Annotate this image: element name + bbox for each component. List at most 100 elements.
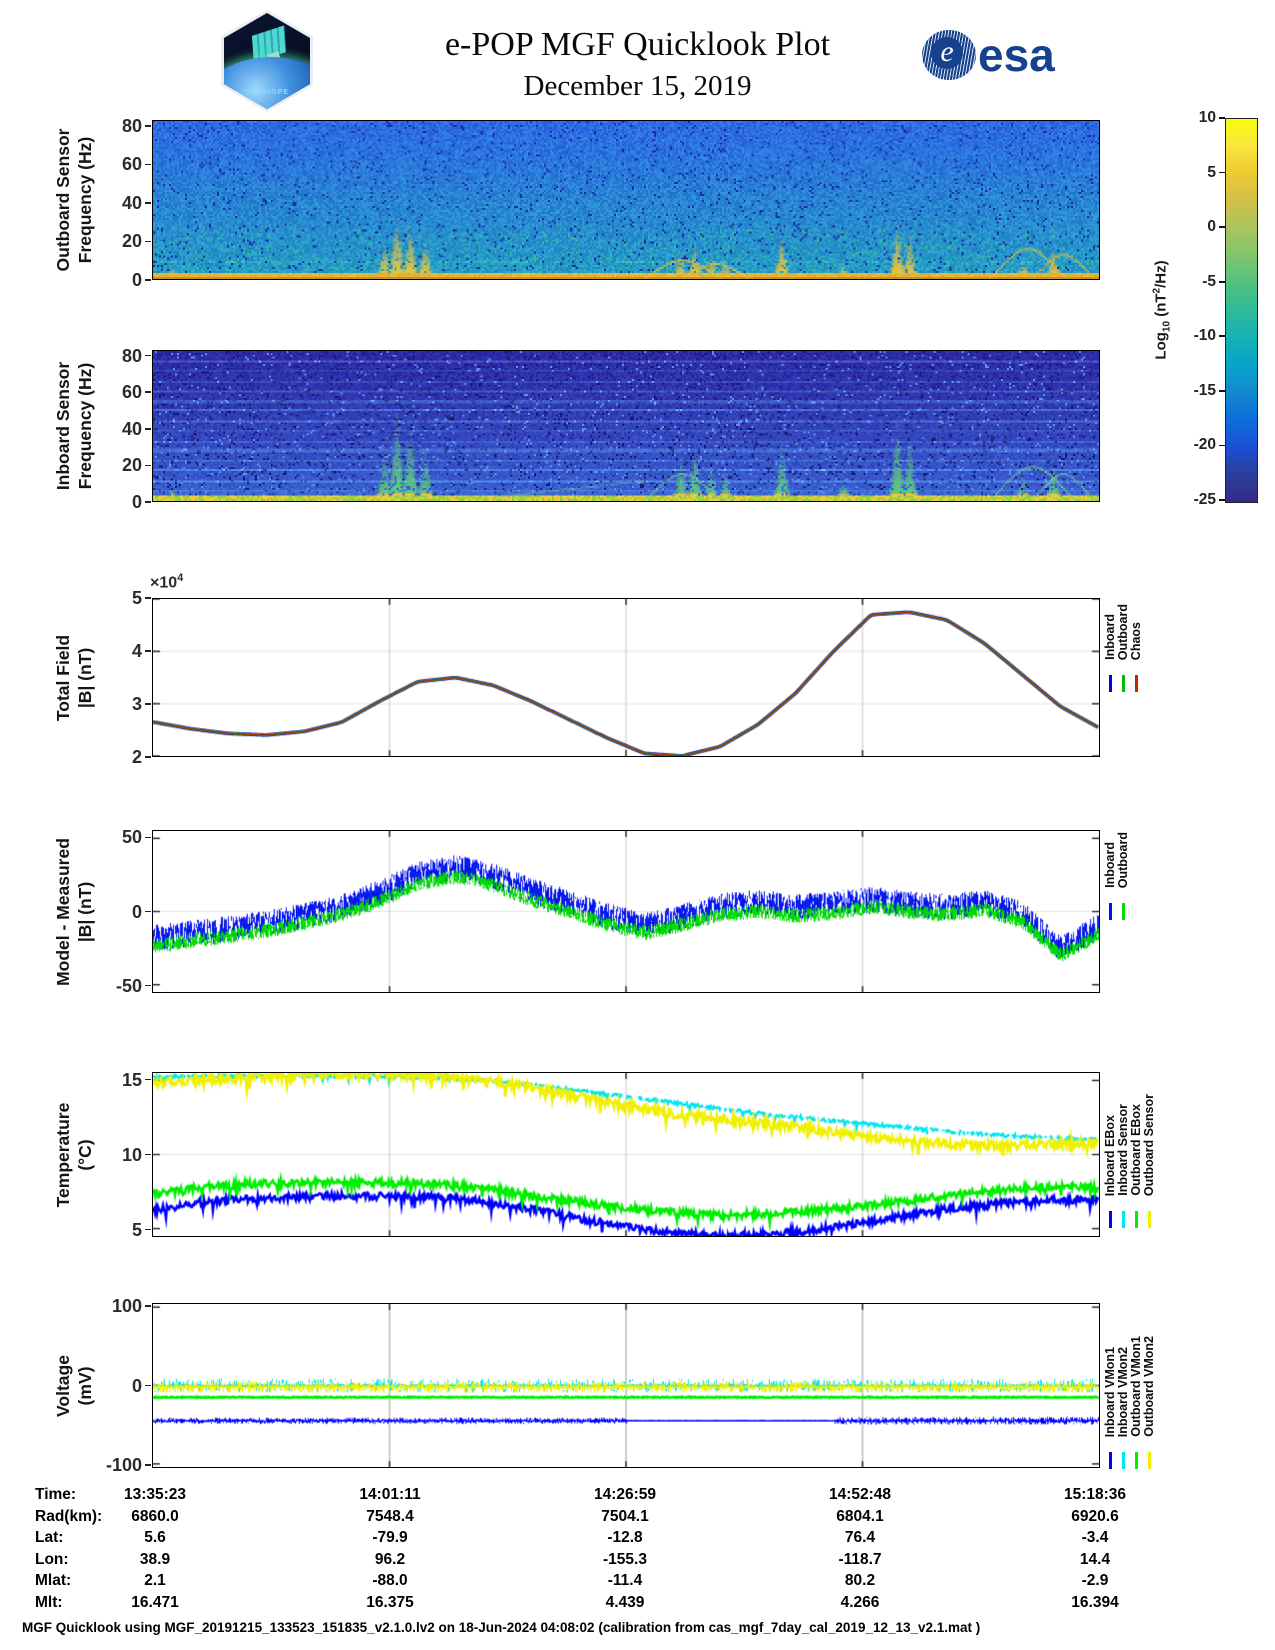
legend-entry: Outboard VMon1 — [1129, 1277, 1143, 1469]
ytick-label: 5 — [131, 588, 142, 608]
panel-model-minus-measured: Model - Measured |B| (nT) -50 0 50 Inboard Out… — [0, 827, 1275, 995]
ephemeris-row-label: Rad(km): — [35, 1507, 103, 1525]
ytick-label: 0 — [131, 1375, 142, 1396]
ytick-label: 0 — [131, 492, 142, 512]
legend-label: Outboard VMon2 — [1142, 1336, 1157, 1437]
plot-box-model-minus-measured — [152, 830, 1100, 993]
ytick-label: 0 — [131, 901, 142, 922]
ephemeris-value: 38.9 — [139, 1550, 171, 1568]
esa-e-icon: e — [931, 37, 963, 69]
colorbar-tick-label: -10 — [1193, 327, 1216, 345]
panel-voltage: Voltage (mV) -100 0 100 Inboard VMon1 Inboard … — [0, 1296, 1275, 1475]
plot-canvas-inboard-spectrogram — [153, 351, 1099, 501]
ytick-mark — [145, 240, 151, 243]
ytick-mark — [145, 756, 151, 758]
ephemeris-value: -88.0 — [372, 1572, 408, 1590]
colorbar-tick-label: -5 — [1202, 272, 1216, 290]
ephemeris-value: 6860.0 — [131, 1507, 179, 1525]
ephemeris-value: 6804.1 — [836, 1507, 884, 1525]
ephemeris-value: 96.2 — [374, 1550, 406, 1568]
ephemeris-row: Lat: 5.6 -79.9 -12.8 76.4 -3.4 — [0, 1529, 1275, 1550]
ephemeris-value: 7504.1 — [601, 1507, 649, 1525]
legend-label: Chaos — [1129, 621, 1144, 660]
colorbar-tick-label: 10 — [1198, 109, 1216, 126]
legend-swatch — [1147, 1211, 1152, 1228]
plot-box-inboard-spectrogram — [152, 350, 1100, 502]
ephemeris-value: 4.439 — [605, 1594, 645, 1611]
ytick-label: 2 — [131, 747, 142, 767]
legend-label: Outboard — [1116, 831, 1131, 888]
ephemeris-value: -155.3 — [603, 1550, 647, 1568]
ytick-label: 0 — [131, 270, 142, 290]
ephemeris-row: Lon: 38.9 96.2 -155.3 -118.7 14.4 — [0, 1551, 1275, 1572]
ytick-mark — [145, 163, 151, 166]
ytick-label: 40 — [121, 418, 142, 439]
legend-label: Outboard EBox — [1129, 1104, 1144, 1196]
plot-box-total-field — [152, 598, 1100, 757]
legend-entry: Inboard — [1103, 728, 1118, 920]
axis-label-line: Voltage — [53, 1354, 73, 1417]
ytick-mark — [145, 202, 151, 204]
axis-label-line: Total Field — [53, 634, 73, 721]
axis-label-line: Temperature — [53, 1102, 73, 1207]
colorbar-gradient — [1225, 118, 1258, 503]
ytick-mark — [145, 501, 151, 503]
ytick-mark — [145, 703, 151, 705]
ephemeris-value: 80.2 — [844, 1572, 876, 1590]
ephemeris-row: Time: 13:35:23 14:01:11 14:26:59 14:52:48 15:… — [0, 1486, 1275, 1507]
legend-entry: Inboard Sensor — [1116, 1036, 1130, 1228]
axis-label-temperature: Temperature (°C) — [52, 1102, 96, 1207]
ytick-mark — [145, 650, 151, 652]
ephemeris-value: 6920.6 — [1071, 1507, 1119, 1525]
ytick-label: 15 — [121, 1069, 142, 1090]
ytick-mark — [145, 1153, 151, 1156]
colorbar-tick-mark — [1219, 499, 1225, 501]
panel-inboard-spectrogram: Inboard Sensor Frequency (Hz) 0 20 40 60 80 — [0, 346, 1275, 512]
legend-label: Inboard VMon2 — [1116, 1346, 1131, 1437]
header: e-POP MGF Quicklook Plot December 15, 20… — [0, 26, 1275, 103]
legend-entry: Outboard VMon2 — [1142, 1277, 1157, 1469]
plot-canvas-temperature — [153, 1073, 1099, 1236]
plot-box-voltage — [152, 1303, 1100, 1468]
colorbar-tick-mark — [1219, 117, 1225, 119]
ytick-mark — [145, 279, 151, 281]
legend-label: Inboard — [1103, 842, 1118, 888]
ytick-label: 80 — [121, 345, 142, 366]
ytick-mark — [145, 391, 151, 393]
legend-total-field: Inboard Outboard Chaos — [1103, 500, 1144, 692]
colorbar-tick-mark — [1219, 444, 1225, 447]
ytick-label: -100 — [105, 1454, 142, 1475]
colorbar-tick-label: -25 — [1193, 491, 1216, 508]
legend-entry: Inboard EBox — [1103, 1036, 1117, 1228]
ephemeris-row-label: Lon: — [35, 1550, 69, 1568]
axis-label-inboard-spectrogram: Inboard Sensor Frequency (Hz) — [52, 362, 96, 490]
ephemeris-value: -3.4 — [1081, 1529, 1109, 1547]
legend-label: Inboard — [1103, 614, 1118, 660]
ephemeris-value: -2.9 — [1081, 1572, 1109, 1590]
ytick-label: -50 — [115, 975, 142, 996]
ephemeris-value: 14:01:11 — [359, 1486, 421, 1503]
ytick-label: 40 — [121, 192, 142, 213]
plot-canvas-voltage — [153, 1304, 1099, 1467]
ytick-mark — [145, 1464, 151, 1466]
axis-label-outboard-spectrogram: Outboard Sensor Frequency (Hz) — [52, 129, 96, 272]
legend-entry: Outboard Sensor — [1142, 1036, 1156, 1228]
ytick-label: 10 — [121, 1144, 142, 1165]
ephemeris-value: 15:18:36 — [1063, 1486, 1127, 1503]
ytick-mark — [145, 1384, 151, 1387]
ephemeris-value: 5.6 — [144, 1529, 166, 1547]
legend-temperature: Inboard EBox Inboard Sensor Outboard EBox O… — [1103, 1036, 1156, 1228]
ephemeris-row: Mlat: 2.1 -88.0 -11.4 80.2 -2.9 — [0, 1572, 1275, 1593]
ephemeris-row-label: Lat: — [35, 1529, 64, 1547]
colorbar: Log10 (nT2/Hz) 10 5 0 -5 -10 -15 -20 -25 — [1150, 109, 1275, 508]
panel-outboard-spectrogram: Outboard Sensor Frequency (Hz) 0 20 40 60 80 — [0, 116, 1275, 290]
colorbar-tick-mark — [1219, 280, 1225, 283]
axis-scale-annotation: ×104 — [150, 572, 184, 592]
legend-label: Inboard VMon1 — [1103, 1346, 1118, 1437]
legend-entry: Outboard — [1116, 500, 1130, 692]
ytick-mark — [145, 984, 151, 987]
ephemeris-row-label: Time: — [35, 1486, 77, 1503]
legend-swatch — [1121, 675, 1126, 692]
ephemeris-value: 13:35:23 — [123, 1486, 187, 1503]
